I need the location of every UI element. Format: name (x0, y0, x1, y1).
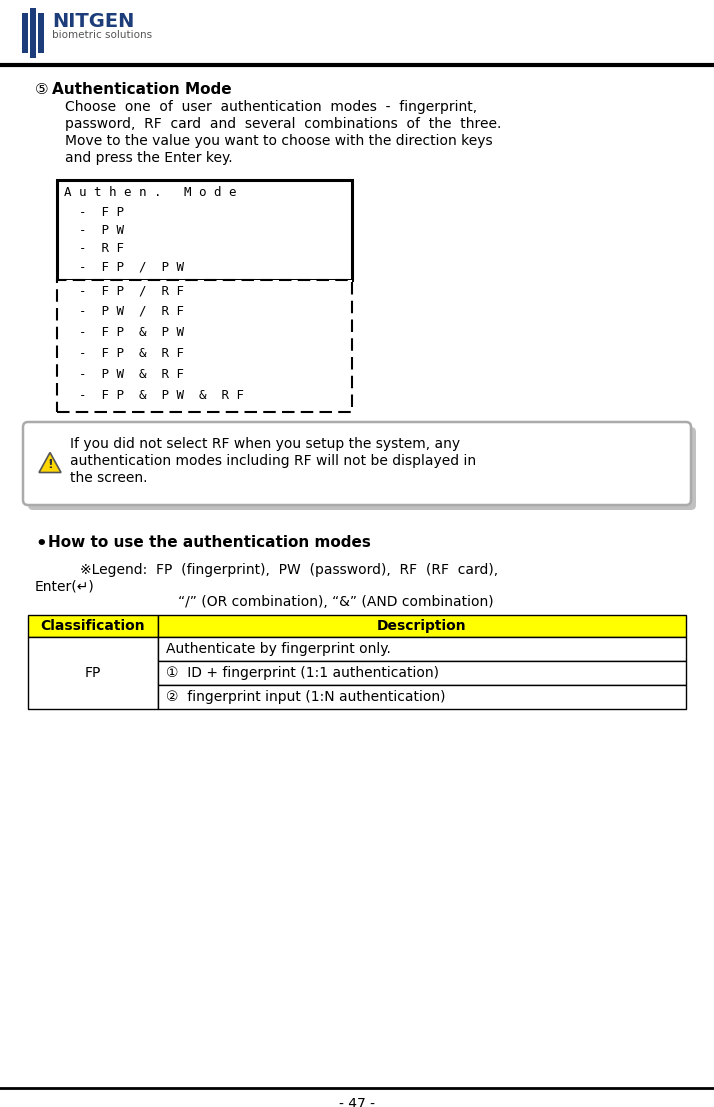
Text: Authentication Mode: Authentication Mode (52, 82, 231, 97)
Text: -  F P: - F P (64, 206, 124, 219)
Bar (38, 13, 44, 53)
Text: Description: Description (377, 619, 467, 633)
Bar (158, 685, 686, 708)
Text: -  F P  /  P W: - F P / P W (64, 260, 184, 273)
Text: ※Legend:  FP  (fingerprint),  PW  (password),  RF  (RF  card),: ※Legend: FP (fingerprint), PW (password)… (80, 563, 498, 577)
Text: Classification: Classification (41, 619, 146, 633)
Text: the screen.: the screen. (70, 470, 148, 485)
Text: •: • (35, 535, 46, 554)
Text: -  P W  /  R F: - P W / R F (64, 306, 184, 318)
Bar (57, 280, 352, 412)
Text: password,  RF  card  and  several  combinations  of  the  three.: password, RF card and several combinatio… (65, 117, 501, 131)
Bar (158, 661, 686, 685)
Bar (158, 637, 686, 661)
Text: A u t h e n .   M o d e: A u t h e n . M o d e (64, 186, 236, 199)
FancyBboxPatch shape (23, 422, 691, 505)
Text: ②  fingerprint input (1:N authentication): ② fingerprint input (1:N authentication) (166, 690, 446, 704)
Text: !: ! (47, 458, 53, 470)
Text: ⑤: ⑤ (35, 82, 49, 97)
Text: If you did not select RF when you setup the system, any: If you did not select RF when you setup … (70, 437, 460, 451)
Bar (28, 637, 158, 708)
FancyBboxPatch shape (28, 427, 696, 510)
Text: Choose  one  of  user  authentication  modes  -  fingerprint,: Choose one of user authentication modes … (65, 100, 477, 114)
Text: -  R F: - R F (64, 242, 124, 255)
Bar (158, 615, 686, 637)
Text: Authenticate by fingerprint only.: Authenticate by fingerprint only. (166, 642, 391, 656)
Text: -  P W  &  R F: - P W & R F (64, 368, 184, 381)
Text: authentication modes including RF will not be displayed in: authentication modes including RF will n… (70, 454, 476, 468)
Bar (22, 13, 28, 53)
Text: How to use the authentication modes: How to use the authentication modes (48, 535, 371, 550)
Text: ①  ID + fingerprint (1:1 authentication): ① ID + fingerprint (1:1 authentication) (166, 666, 439, 680)
Text: Move to the value you want to choose with the direction keys: Move to the value you want to choose wit… (65, 134, 493, 148)
Text: Enter(↵): Enter(↵) (35, 579, 95, 593)
Text: -  F P  &  R F: - F P & R F (64, 346, 184, 360)
Text: -  P W: - P W (64, 224, 124, 237)
Bar (57, 180, 352, 280)
Text: -  F P  &  P W  &  R F: - F P & P W & R F (64, 389, 244, 402)
Text: “/” (OR combination), “&” (AND combination): “/” (OR combination), “&” (AND combinati… (130, 594, 493, 609)
Text: - 47 -: - 47 - (339, 1097, 375, 1107)
Text: -  F P  /  R F: - F P / R F (64, 284, 184, 297)
Text: biometric solutions: biometric solutions (52, 30, 152, 40)
Text: -  F P  &  P W: - F P & P W (64, 325, 184, 339)
Polygon shape (39, 453, 61, 473)
Bar (28, 615, 158, 637)
Text: FP: FP (85, 666, 101, 680)
Text: and press the Enter key.: and press the Enter key. (65, 151, 233, 165)
Bar (30, 8, 36, 58)
Text: NITGEN: NITGEN (52, 12, 134, 31)
